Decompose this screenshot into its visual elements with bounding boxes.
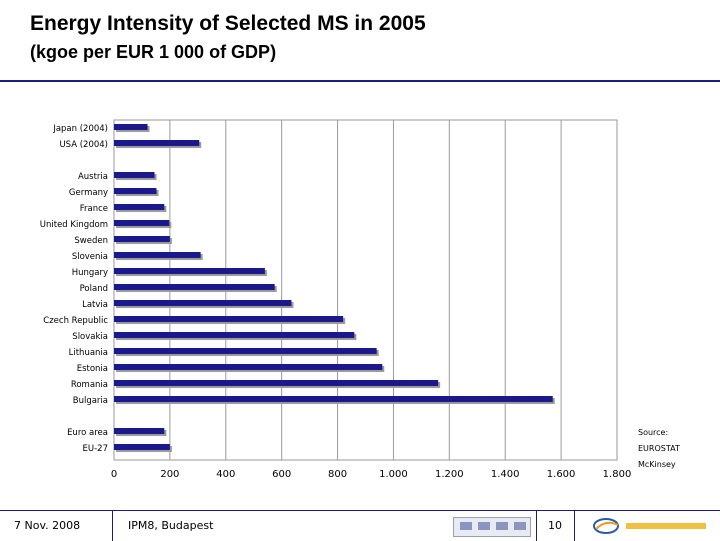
page-title: Energy Intensity of Selected MS in 2005 xyxy=(30,12,426,35)
source-mckinsey: McKinsey xyxy=(638,460,676,469)
category-label: France xyxy=(80,204,108,214)
x-tick-label: 200 xyxy=(160,469,179,480)
footer-event: IPM8, Budapest xyxy=(128,519,214,532)
category-label: Sweden xyxy=(74,236,108,246)
category-label: Slovenia xyxy=(72,252,108,262)
page-subtitle: (kgoe per EUR 1 000 of GDP) xyxy=(30,42,277,62)
footer-date: 7 Nov. 2008 xyxy=(14,519,81,532)
category-label: Japan (2004) xyxy=(52,124,108,134)
footer-divider xyxy=(536,511,537,541)
header-divider xyxy=(0,4,720,82)
bar xyxy=(114,124,148,130)
category-label: Bulgaria xyxy=(73,396,108,406)
footer-divider xyxy=(112,511,113,541)
category-label: United Kingdom xyxy=(40,220,108,230)
bar xyxy=(114,220,170,226)
category-label: Lithuania xyxy=(69,348,108,358)
bar xyxy=(114,172,155,178)
category-label: Estonia xyxy=(77,364,108,374)
bar-chart: 0 200 400 600 800 1.000 1.200 1.400 1.600 1.800 Ja… xyxy=(40,119,632,480)
conference-logo xyxy=(453,517,531,537)
category-label: Germany xyxy=(69,188,108,198)
category-label: Slovakia xyxy=(72,332,108,342)
x-tick-label: 0 xyxy=(111,469,117,480)
category-label: Hungary xyxy=(72,268,108,278)
bar xyxy=(114,204,165,210)
bar xyxy=(114,188,157,194)
bar xyxy=(114,268,265,274)
bar xyxy=(114,252,201,258)
footer: 7 Nov. 2008 IPM8, Budapest 10 xyxy=(0,510,720,541)
bar xyxy=(114,348,377,354)
page-number: 10 xyxy=(548,519,562,532)
bar xyxy=(114,140,200,146)
x-tick-label: 800 xyxy=(328,469,347,480)
x-tick-label: 600 xyxy=(272,469,291,480)
x-tick-label: 400 xyxy=(216,469,235,480)
category-label: Romania xyxy=(71,380,108,390)
x-tick-label: 1.800 xyxy=(603,469,632,480)
bar xyxy=(114,364,383,370)
bar xyxy=(114,380,439,386)
category-label: Czech Republic xyxy=(43,316,108,326)
x-tick-label: 1.600 xyxy=(547,469,576,480)
bar xyxy=(114,284,275,290)
organization-logo xyxy=(593,518,706,534)
bar xyxy=(114,396,553,402)
source-eurostat: EUROSTAT xyxy=(638,444,680,453)
category-label: Austria xyxy=(78,172,108,182)
x-tick-label: 1.000 xyxy=(379,469,408,480)
bar xyxy=(114,316,344,322)
bar xyxy=(114,428,165,434)
category-label: USA (2004) xyxy=(59,140,108,150)
bar xyxy=(114,300,292,306)
category-label: EU-27 xyxy=(83,444,108,454)
source-label: Source: xyxy=(638,428,669,437)
bar xyxy=(114,332,355,338)
category-label: Latvia xyxy=(82,300,108,310)
footer-divider xyxy=(574,511,575,541)
x-tick-label: 1.400 xyxy=(491,469,520,480)
category-label: Euro area xyxy=(67,428,108,438)
bar xyxy=(114,236,170,242)
bar xyxy=(114,444,170,450)
x-tick-label: 1.200 xyxy=(435,469,464,480)
category-label: Poland xyxy=(80,284,108,294)
